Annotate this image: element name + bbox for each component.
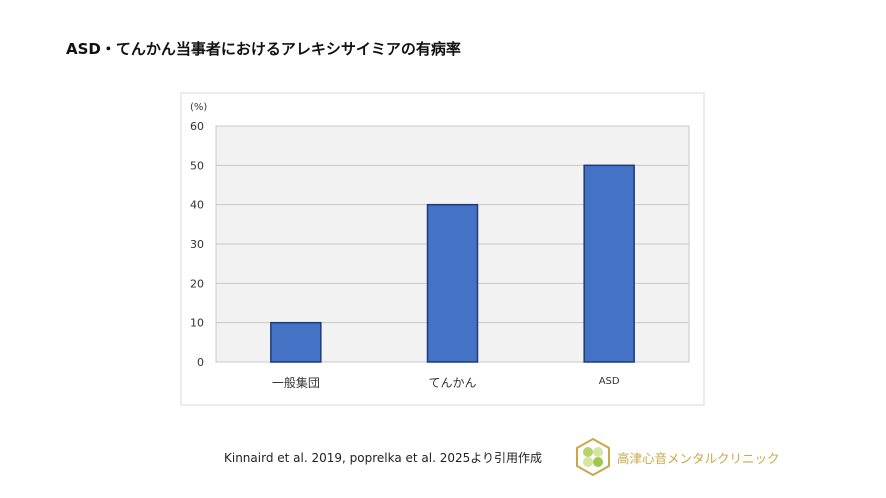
clinic-logo-icon xyxy=(576,437,610,477)
source-citation: Kinnaird et al. 2019, poprelka et al. 20… xyxy=(224,451,543,465)
x-tick-label: ASD xyxy=(599,376,620,387)
y-tick-label: 50 xyxy=(190,159,204,172)
y-tick-label: 10 xyxy=(190,317,204,330)
clinic-logo: 高津心音メンタルクリニック xyxy=(575,437,780,477)
bar xyxy=(270,321,322,363)
y-tick-label: 30 xyxy=(190,238,204,251)
y-tick-label: 20 xyxy=(190,277,204,290)
clinic-name: 高津心音メンタルクリニック xyxy=(617,450,780,466)
y-tick-label: 0 xyxy=(197,356,204,369)
x-tick-label: てんかん xyxy=(428,376,476,390)
y-tick-label: 40 xyxy=(190,199,204,212)
x-tick-label: 一般集団 xyxy=(272,375,320,390)
bar xyxy=(426,203,479,363)
page-title: ASD・てんかん当事者におけるアレキシサイミアの有病率 xyxy=(66,40,461,58)
y-axis-unit: (%) xyxy=(190,102,207,113)
y-tick-label: 60 xyxy=(190,120,204,133)
bar xyxy=(583,164,635,363)
